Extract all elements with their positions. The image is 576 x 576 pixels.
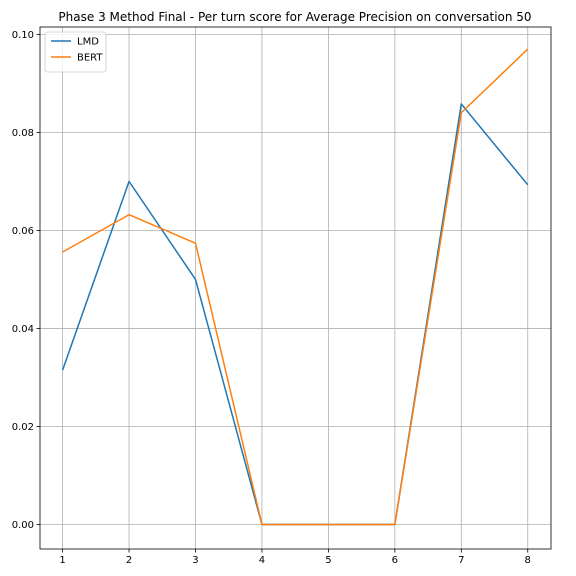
x-tick-label: 1	[59, 555, 65, 566]
legend: LMD BERT	[44, 31, 107, 73]
x-tick-label: 6	[392, 555, 398, 566]
legend-label-bert: BERT	[77, 53, 103, 64]
y-tick-label: 0.00	[12, 520, 34, 531]
y-tick-label: 0.10	[12, 30, 34, 41]
series-line-lmd	[61, 103, 529, 526]
x-tick-label: 8	[525, 555, 531, 566]
legend-box	[44, 31, 107, 73]
series-lines	[61, 48, 529, 526]
series-line-bert	[62, 48, 529, 526]
x-tick-label: 7	[458, 555, 464, 566]
y-tick-label: 0.02	[12, 422, 34, 433]
y-tick-label: 0.06	[12, 226, 34, 237]
chart-title: Phase 3 Method Final - Per turn score fo…	[58, 10, 531, 24]
y-tick-label: 0.04	[12, 324, 34, 335]
legend-label-lmd: LMD	[77, 37, 99, 48]
y-tick-label: 0.08	[12, 128, 34, 139]
x-tick-label: 3	[192, 555, 198, 566]
x-tick-label: 4	[259, 555, 265, 566]
axis-ticks: 1 2 3 4 5 6 7 8 0.00 0.02 0.04 0.06 0.08 0.10	[12, 30, 531, 566]
grid	[40, 27, 551, 549]
x-tick-label: 2	[126, 555, 132, 566]
x-tick-label: 5	[325, 555, 331, 566]
plot-area-frame	[39, 26, 552, 550]
